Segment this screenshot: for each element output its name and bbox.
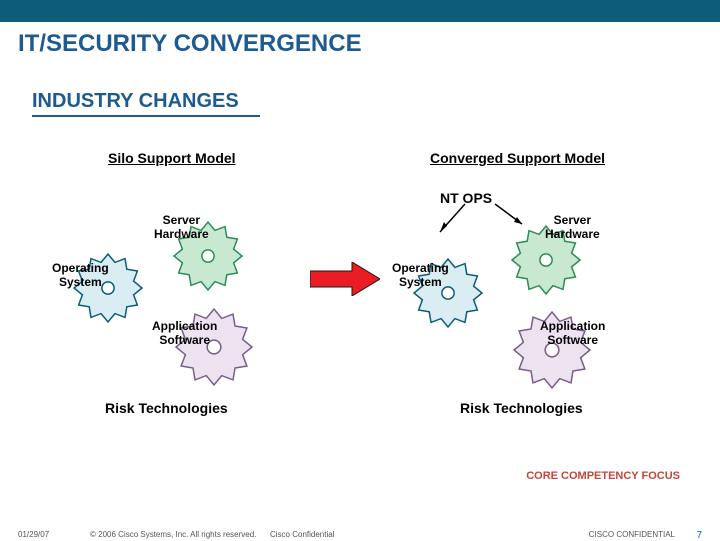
footer-copyright: © 2006 Cisco Systems, Inc. All rights re… xyxy=(90,530,256,539)
gear-label-left-srv: Server Hardware xyxy=(154,214,209,242)
sub-title: INDUSTRY CHANGES xyxy=(32,90,239,113)
footer-date: 01/29/07 xyxy=(18,530,49,539)
title-underline xyxy=(32,115,260,117)
page-number: 7 xyxy=(696,530,702,541)
transition-arrow-icon xyxy=(310,262,380,296)
core-focus: CORE COMPETENCY FOCUS xyxy=(526,470,680,482)
main-title: IT/SECURITY CONVERGENCE xyxy=(18,30,362,58)
gear-label-right-srv: Server Hardware xyxy=(545,214,600,242)
gear-label-left-app: Application Software xyxy=(152,320,217,348)
nt-arrow-left xyxy=(435,202,475,237)
risk-left: Risk Technologies xyxy=(105,400,228,416)
header-bar xyxy=(0,0,720,22)
gear-label-right-os: Operating System xyxy=(392,262,449,290)
gear-label-left-os: Operating System xyxy=(52,262,109,290)
footer-confidential: Cisco Confidential xyxy=(270,530,334,539)
risk-right: Risk Technologies xyxy=(460,400,583,416)
right-column-header: Converged Support Model xyxy=(430,150,605,166)
left-column-header: Silo Support Model xyxy=(108,150,236,166)
gear-label-right-app: Application Software xyxy=(540,320,605,348)
arrow-shape xyxy=(310,262,380,296)
footer-confidential-2: CISCO CONFIDENTIAL xyxy=(589,530,675,539)
